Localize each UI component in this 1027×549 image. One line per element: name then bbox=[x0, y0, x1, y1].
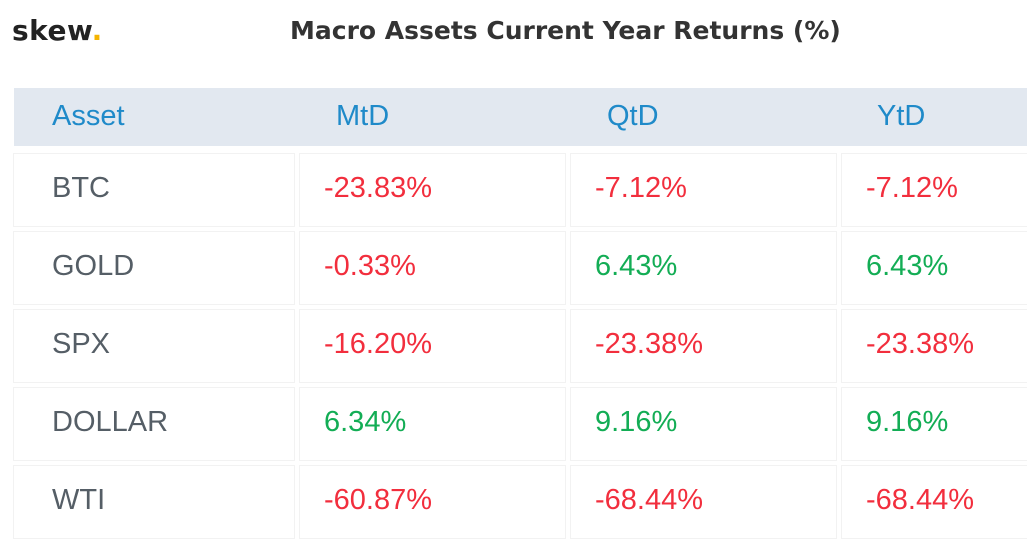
return-value: -23.83% bbox=[324, 172, 433, 204]
table-cell-ytd: 9.16% bbox=[842, 388, 1027, 460]
table-cell-qtd: -68.44% bbox=[571, 466, 836, 538]
header-ytd: YtD bbox=[877, 100, 926, 132]
header-asset: Asset bbox=[52, 100, 125, 132]
return-value: -0.33% bbox=[324, 250, 416, 282]
table-cell-asset: DOLLAR bbox=[14, 388, 294, 460]
logo-dot: . bbox=[91, 14, 103, 47]
table-header: Asset MtD QtD YtD bbox=[14, 88, 1027, 146]
table-cell-mtd: -0.33% bbox=[300, 232, 565, 304]
table-cell-ytd: -68.44% bbox=[842, 466, 1027, 538]
return-value: 9.16% bbox=[866, 406, 949, 438]
table-cell-mtd: 6.34% bbox=[300, 388, 565, 460]
asset-label: DOLLAR bbox=[52, 406, 169, 438]
header-mtd: MtD bbox=[336, 100, 390, 132]
table-cell-qtd: -7.12% bbox=[571, 154, 836, 226]
asset-label: BTC bbox=[52, 172, 110, 204]
table-cell-qtd: -23.38% bbox=[571, 310, 836, 382]
table-cell-mtd: -60.87% bbox=[300, 466, 565, 538]
table-cell-qtd: 9.16% bbox=[571, 388, 836, 460]
return-value: -23.38% bbox=[866, 328, 975, 360]
return-value: -23.38% bbox=[595, 328, 704, 360]
asset-label: SPX bbox=[52, 328, 111, 360]
return-value: -68.44% bbox=[866, 484, 975, 516]
table-cell-asset: GOLD bbox=[14, 232, 294, 304]
returns-table: Asset MtD QtD YtD BTC -23.83% -7.12% -7.12%… bbox=[14, 88, 1027, 549]
return-value: -16.20% bbox=[324, 328, 433, 360]
asset-label: WTI bbox=[52, 484, 106, 516]
return-value: 6.43% bbox=[595, 250, 678, 282]
header-qtd: QtD bbox=[607, 100, 659, 132]
return-value: -68.44% bbox=[595, 484, 704, 516]
asset-label: GOLD bbox=[52, 250, 135, 282]
table-cell-ytd: -7.12% bbox=[842, 154, 1027, 226]
table-cell-mtd: -23.83% bbox=[300, 154, 565, 226]
logo-text: skew bbox=[12, 14, 92, 47]
table-cell-qtd: 6.43% bbox=[571, 232, 836, 304]
chart-title: Macro Assets Current Year Returns (%) bbox=[290, 16, 841, 45]
skew-logo: skew. bbox=[12, 14, 103, 47]
table-row: SPX -16.20% -23.38% -23.38% bbox=[14, 310, 1027, 388]
return-value: 9.16% bbox=[595, 406, 678, 438]
table-row: DOLLAR 6.34% 9.16% 9.16% bbox=[14, 388, 1027, 466]
table-cell-ytd: 6.43% bbox=[842, 232, 1027, 304]
table-row: GOLD -0.33% 6.43% 6.43% bbox=[14, 232, 1027, 310]
table-cell-mtd: -16.20% bbox=[300, 310, 565, 382]
table-cell-asset: WTI bbox=[14, 466, 294, 538]
return-value: 6.43% bbox=[866, 250, 949, 282]
table-cell-ytd: -23.38% bbox=[842, 310, 1027, 382]
table-cell-asset: BTC bbox=[14, 154, 294, 226]
return-value: -7.12% bbox=[866, 172, 958, 204]
return-value: -60.87% bbox=[324, 484, 433, 516]
table-row: BTC -23.83% -7.12% -7.12% bbox=[14, 154, 1027, 232]
table-row: WTI -60.87% -68.44% -68.44% bbox=[14, 466, 1027, 544]
table-cell-asset: SPX bbox=[14, 310, 294, 382]
return-value: -7.12% bbox=[595, 172, 687, 204]
return-value: 6.34% bbox=[324, 406, 407, 438]
